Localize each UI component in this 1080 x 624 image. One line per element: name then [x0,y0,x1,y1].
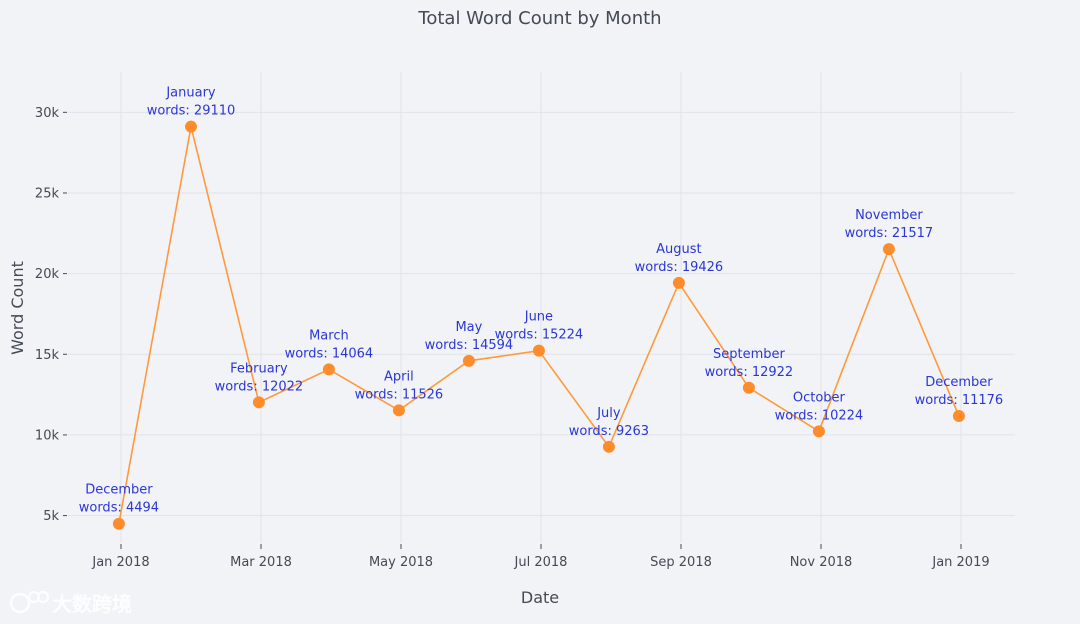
series-line [118,126,960,524]
data-label-month: December [925,375,993,390]
data-label-month: September [713,347,786,362]
data-point-september[interactable] [742,381,755,394]
y-tick-label: 10k [35,428,60,443]
data-label: June words: 15224 [495,310,584,343]
data-label-words: words: 12922 [705,365,794,380]
y-tick-label: 15k [35,348,60,363]
x-tick-label: May 2018 [369,555,433,570]
data-label-words: words: 21517 [845,226,934,241]
data-label-layer: December words: 4494 January words: 29110 Fe… [79,86,1003,516]
y-axis-title: Word Count [8,261,27,355]
data-label-month: January [165,86,216,101]
data-label: February words: 12022 [215,361,304,394]
data-label-month: August [656,242,702,257]
watermark: 大数跨境 [9,591,132,616]
data-label-words: words: 4494 [79,501,159,516]
data-label-month: February [230,361,288,376]
grid-layer [68,72,1015,543]
data-label: March words: 14064 [285,328,374,361]
y-tick-label: 5k [43,509,59,524]
data-label-words: words: 14064 [285,346,374,361]
data-label: May words: 14594 [425,320,514,353]
data-label: September words: 12922 [705,347,794,380]
data-label-words: words: 12022 [215,379,304,394]
x-tick-label: Sep 2018 [650,555,712,570]
data-label-month: March [309,328,349,343]
x-tick-label: Jul 2018 [514,555,568,570]
data-label: December words: 4494 [79,483,159,516]
data-point-january[interactable] [185,120,197,133]
data-point-february[interactable] [252,396,265,409]
data-label: August words: 19426 [635,242,724,275]
data-label-month: October [793,390,846,405]
data-point-may[interactable] [462,354,475,367]
data-point-april[interactable] [392,404,405,417]
data-label-month: April [384,369,414,384]
x-tick-label: Jan 2018 [91,555,149,570]
data-label: November words: 21517 [845,208,934,241]
data-label-month: July [596,406,621,421]
y-tick-label: 20k [35,267,60,282]
logo-icon [9,591,49,614]
x-axis-title: Date [521,588,559,607]
data-label-words: words: 15224 [495,328,584,343]
y-tick-label: 30k [35,106,60,121]
data-label-words: words: 29110 [147,104,236,119]
watermark-text: 大数跨境 [52,592,132,616]
data-point-october[interactable] [812,425,825,438]
x-tick-label: Mar 2018 [230,555,292,570]
data-point-march[interactable] [322,363,335,376]
data-label: July words: 9263 [569,406,649,439]
data-label-month: June [524,310,553,325]
axis-layer: 5k 10k 15k 20k 25k 30k Jan 2018 Mar 2018 May 201… [35,106,990,570]
y-tick-label: 25k [35,186,60,201]
x-tick-label: Nov 2018 [790,555,853,570]
data-label: January words: 29110 [147,86,236,119]
data-label-month: December [85,483,153,498]
data-point-november[interactable] [882,243,895,256]
data-label: October words: 10224 [775,390,864,423]
data-label: December words: 11176 [915,375,1004,408]
data-label-words: words: 14594 [425,338,514,353]
data-label: April words: 11526 [355,369,444,402]
data-label-words: words: 11176 [915,393,1004,408]
data-label-words: words: 9263 [569,424,649,439]
data-label-words: words: 19426 [635,260,724,275]
data-label-month: May [455,320,482,335]
data-point-august[interactable] [672,276,685,289]
data-point-june[interactable] [532,344,545,357]
data-point-december[interactable] [952,409,965,422]
data-label-words: words: 10224 [775,408,864,423]
data-label-month: November [855,208,923,223]
point-layer [112,120,965,530]
data-point-july[interactable] [602,440,615,453]
data-point-december[interactable] [112,517,125,530]
chart-title: Total Word Count by Month [417,8,661,29]
data-label-words: words: 11526 [355,387,444,402]
x-tick-label: Jan 2019 [931,555,989,570]
